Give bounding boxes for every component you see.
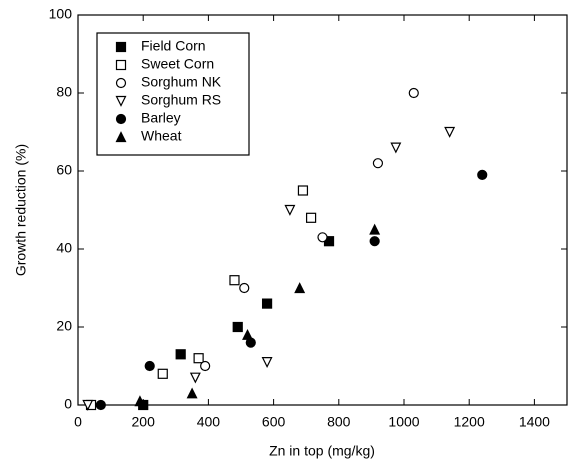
- point: [477, 169, 488, 180]
- point: [200, 360, 211, 372]
- x-tick-label: 1000: [388, 414, 419, 430]
- x-tick-label: 600: [262, 414, 286, 430]
- x-tick-label: 0: [74, 414, 82, 430]
- legend-marker: [115, 95, 127, 107]
- y-tick-label: 0: [64, 396, 72, 412]
- legend-label: Sorghum RS: [141, 92, 221, 108]
- point: [193, 353, 204, 364]
- point: [261, 357, 273, 368]
- point: [175, 349, 186, 360]
- point: [284, 204, 296, 216]
- point: [82, 399, 94, 411]
- legend-marker: [115, 113, 127, 125]
- x-axis-title: Zn in top (mg/kg): [269, 443, 375, 459]
- y-tick-label: 80: [56, 84, 72, 100]
- point: [369, 223, 381, 235]
- point: [95, 399, 106, 411]
- point: [239, 282, 250, 294]
- y-tick-label: 20: [56, 318, 72, 334]
- point: [369, 236, 380, 247]
- point: [372, 158, 384, 169]
- point: [242, 328, 253, 340]
- legend-label: Field Corn: [141, 38, 206, 54]
- y-tick-label: 100: [49, 6, 73, 22]
- point: [294, 282, 306, 294]
- legend-marker: [115, 41, 127, 53]
- point: [229, 275, 240, 286]
- legend-marker: [115, 131, 127, 143]
- point: [232, 321, 243, 333]
- point: [390, 142, 402, 154]
- point: [444, 126, 456, 138]
- point: [157, 368, 168, 379]
- legend-label: Sorghum NK: [141, 74, 222, 90]
- legend-marker: [115, 59, 127, 71]
- point: [189, 372, 201, 384]
- point: [297, 185, 309, 196]
- x-tick-label: 200: [132, 414, 156, 430]
- y-tick-label: 60: [56, 162, 72, 178]
- point: [261, 298, 273, 309]
- legend-marker: [115, 77, 127, 89]
- point: [186, 387, 198, 399]
- point: [317, 232, 328, 243]
- x-tick-label: 800: [327, 414, 351, 430]
- legend-label: Barley: [141, 110, 181, 126]
- y-tick-label: 40: [56, 240, 72, 256]
- point: [144, 360, 155, 372]
- x-tick-label: 400: [197, 414, 221, 430]
- point: [305, 212, 317, 223]
- y-axis-title: Growth reduction (%): [13, 144, 29, 276]
- point: [408, 87, 419, 99]
- legend-label: Sweet Corn: [141, 56, 214, 72]
- x-tick-label: 1200: [454, 414, 485, 430]
- point: [134, 395, 146, 407]
- x-tick-label: 1400: [519, 414, 550, 430]
- plot-frame: [77, 14, 568, 406]
- legend-label: Wheat: [141, 128, 182, 144]
